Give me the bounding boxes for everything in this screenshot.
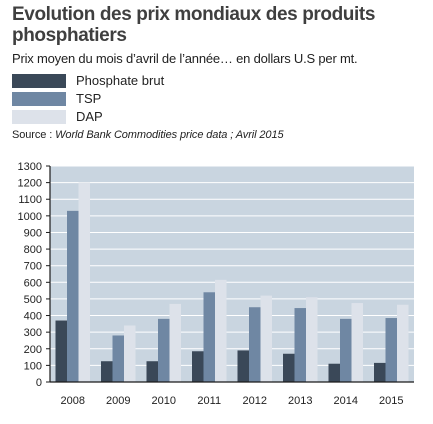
y-tick-label: 500 [24, 294, 42, 306]
y-tick-label: 900 [24, 227, 42, 239]
bar-dap [397, 304, 409, 382]
y-tick-label: 300 [24, 327, 42, 339]
legend-swatch-dap [12, 110, 66, 124]
bar-tsp [158, 318, 170, 382]
bar-phosphate-brut [328, 363, 340, 382]
bar-phosphate-brut [283, 353, 295, 382]
bar-phosphate-brut [146, 361, 158, 382]
legend-label-phosphate-brut: Phosphate brut [76, 73, 165, 88]
bar-dap [124, 325, 136, 382]
y-tick-label: 100 [24, 360, 42, 372]
x-tick-label: 2009 [106, 395, 130, 407]
bar-dap [260, 295, 272, 382]
legend-item-phosphate-brut: Phosphate brut [12, 70, 252, 88]
legend-label-tsp: TSP [76, 91, 102, 106]
y-tick-label: 700 [24, 261, 42, 273]
legend: Phosphate brut TSP DAP [12, 70, 252, 124]
legend-swatch-phosphate-brut [12, 74, 66, 88]
x-tick-label: 2013 [288, 395, 312, 407]
bar-phosphate-brut [374, 362, 386, 382]
x-tick-label: 2008 [61, 395, 85, 407]
x-tick-label: 2012 [243, 395, 267, 407]
bar-dap [169, 303, 181, 382]
y-tick-label: 1300 [18, 161, 42, 173]
source-text: World Bank Commodities price data ; Avri… [55, 129, 284, 141]
source-note: Source : World Bank Commodities price da… [12, 129, 284, 141]
bar-dap [215, 279, 227, 382]
y-tick-label: 1100 [18, 194, 42, 206]
bar-dap [351, 303, 363, 382]
bar-tsp [340, 318, 352, 382]
y-tick-label: 600 [24, 277, 42, 289]
chart-title: Evolution des prix mondiaux des produits… [12, 4, 375, 46]
bar-dap [78, 182, 90, 382]
y-tick-label: 1200 [18, 178, 42, 190]
y-tick-label: 1000 [18, 211, 42, 223]
x-tick-label: 2015 [379, 395, 403, 407]
bar-phosphate-brut [55, 320, 67, 382]
bar-tsp [203, 292, 215, 382]
legend-swatch-tsp [12, 92, 66, 106]
bar-tsp [249, 307, 261, 382]
x-tick-label: 2014 [334, 395, 358, 407]
y-tick-label: 0 [36, 377, 42, 389]
bar-phosphate-brut [237, 350, 249, 382]
bar-dap [306, 297, 318, 382]
y-tick-label: 800 [24, 244, 42, 256]
bar-phosphate-brut [192, 351, 204, 382]
bar-phosphate-brut [101, 361, 113, 382]
source-label: Source : [12, 129, 53, 141]
y-tick-label: 200 [24, 344, 42, 356]
legend-item-tsp: TSP [12, 88, 252, 106]
y-tick-label: 400 [24, 311, 42, 323]
legend-label-dap: DAP [76, 109, 103, 124]
bar-tsp [112, 335, 124, 382]
chart-subtitle: Prix moyen du mois d’avril de l’année… e… [12, 51, 358, 66]
bar-tsp [294, 308, 306, 382]
bar-tsp [385, 318, 397, 382]
bar-chart: 0 100 200 300 400 500 600 700 800 900 1000 1100 1200… [18, 161, 414, 407]
x-tick-label: 2011 [197, 395, 221, 407]
bar-tsp [67, 210, 79, 382]
x-tick-label: 2010 [152, 395, 176, 407]
legend-item-dap: DAP [12, 106, 252, 124]
